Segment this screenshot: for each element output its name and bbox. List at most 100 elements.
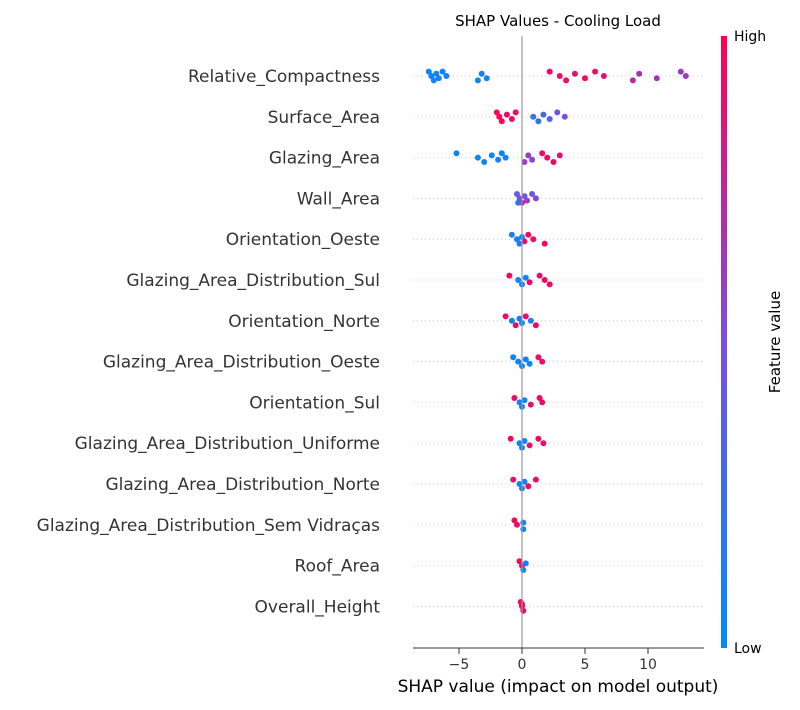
shap-point [571, 70, 578, 77]
shap-point [536, 395, 543, 401]
shap-point [508, 317, 515, 324]
shap-point [521, 397, 528, 404]
feature-row: Glazing_Area_Distribution_Norte [105, 475, 704, 495]
feature-row: Glazing_Area [269, 149, 704, 169]
feature-label: Relative_Compactness [188, 67, 380, 87]
shap-point [554, 109, 561, 116]
shap-point [512, 322, 519, 329]
shap-point [516, 315, 523, 322]
shap-point [541, 277, 548, 283]
shap-point [677, 68, 684, 75]
feature-label: Orientation_Sul [249, 393, 380, 413]
shap-point [506, 272, 513, 279]
shap-point [530, 236, 537, 243]
shap-point [498, 118, 505, 125]
colorbar-high-label: High [734, 29, 766, 45]
shap-point [544, 154, 551, 161]
x-tick-label: 5 [581, 657, 590, 673]
shap-point [682, 73, 689, 79]
feature-label: Roof_Area [295, 557, 380, 577]
shap-point [546, 116, 553, 122]
feature-label: Glazing_Area [269, 149, 380, 169]
feature-row: Glazing_Area_Distribution_Oeste [103, 353, 704, 373]
shap-point [524, 197, 530, 204]
shap-point [563, 77, 570, 84]
shap-point [521, 438, 528, 444]
shap-point [435, 75, 442, 82]
shap-point [556, 73, 563, 79]
shap-point [525, 483, 532, 490]
shap-point [443, 73, 450, 79]
shap-point [550, 159, 557, 165]
shap-point [527, 401, 534, 408]
shap-point [522, 274, 529, 281]
shap-point [541, 240, 548, 247]
shap-point [515, 358, 522, 365]
shap-point [525, 231, 532, 238]
shap-point [539, 358, 546, 365]
shap-point [498, 150, 505, 157]
x-axis-label: SHAP value (impact on model output) [398, 677, 719, 697]
feature-row: Orientation_Oeste [226, 230, 704, 250]
shap-point [508, 116, 515, 122]
shap-point [478, 70, 485, 77]
shap-point [428, 73, 435, 79]
shap-point [511, 395, 518, 401]
shap-point [488, 152, 495, 159]
shap-point [539, 150, 546, 157]
shap-point [425, 68, 432, 75]
shap-point [530, 113, 537, 120]
shap-point [540, 440, 547, 447]
shap-point [512, 109, 519, 116]
feature-row: Glazing_Area_Distribution_Sul [126, 271, 704, 291]
shap-point [453, 150, 460, 157]
shap-point [502, 313, 509, 320]
feature-row: Orientation_Norte [228, 312, 704, 332]
shap-point [514, 521, 520, 528]
shap-point [532, 322, 539, 329]
shap-point [522, 313, 529, 320]
feature-label: Glazing_Area_Distribution_Sul [126, 271, 380, 291]
shap-point [474, 154, 481, 161]
shap-point [474, 77, 481, 84]
shap-point [496, 113, 503, 120]
feature-row: Wall_Area [297, 189, 704, 209]
shap-point [526, 442, 533, 449]
feature-label: Wall_Area [297, 189, 380, 209]
shap-point [636, 70, 643, 77]
shap-point [521, 238, 528, 245]
x-axis-ticks: −5 0 5 10 [449, 648, 657, 673]
shap-point [516, 399, 523, 406]
shap-point [510, 354, 517, 361]
shap-point [439, 68, 446, 75]
shap-point [525, 152, 532, 159]
colorbar-low-label: Low [734, 641, 762, 657]
shap-point [521, 159, 528, 165]
x-tick-label: 10 [639, 657, 657, 673]
shap-point [535, 118, 542, 125]
shap-point [540, 111, 547, 118]
shap-point [532, 476, 539, 483]
shap-point [561, 113, 568, 120]
shap-point [508, 231, 515, 238]
shap-point [515, 199, 522, 206]
shap-point [516, 240, 523, 247]
shap-point [527, 317, 534, 324]
feature-row: Glazing_Area_Distribution_Sem Vidraças [37, 516, 704, 536]
shap-point [516, 440, 523, 447]
shap-point [556, 152, 563, 159]
feature-label: Glazing_Area_Distribution_Sem Vidraças [37, 516, 380, 536]
colorbar [721, 36, 727, 648]
shap-point [514, 236, 520, 243]
shap-point [582, 75, 588, 82]
feature-row: Surface_Area [268, 108, 704, 128]
shap-point [521, 193, 528, 200]
shap-point [495, 156, 502, 163]
shap-point [520, 519, 527, 526]
feature-row: Orientation_Sul [249, 393, 704, 413]
shap-point [507, 435, 514, 442]
shap-point [653, 75, 660, 82]
shap-point [430, 77, 437, 84]
shap-point [529, 191, 536, 197]
